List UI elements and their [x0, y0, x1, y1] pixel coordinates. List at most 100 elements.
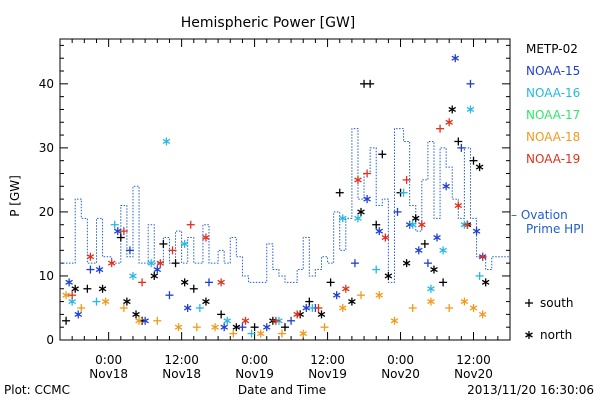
marker-stroke	[338, 215, 347, 221]
marker-stroke	[183, 305, 192, 311]
footer-timestamp: 2013/11/20 16:30:06	[467, 383, 594, 397]
marker-stroke	[433, 234, 441, 241]
data-point-noaa-15-north	[113, 227, 122, 236]
x-tick-time-label: 12:00	[456, 353, 491, 367]
data-point-noaa-15-north	[302, 303, 311, 312]
marker-stroke	[481, 279, 490, 285]
data-point-noaa-18-south	[153, 316, 162, 325]
marker-stroke	[418, 222, 426, 228]
data-point-noaa-18-south	[277, 329, 286, 338]
marker-stroke	[466, 106, 475, 113]
data-point-noaa-16-north	[223, 316, 232, 325]
legend-item-noaa-17: NOAA-17	[526, 108, 580, 122]
data-point-noaa-16-north	[162, 137, 171, 146]
data-point-noaa-19-south	[119, 227, 128, 236]
data-point-noaa-18-south	[229, 329, 238, 338]
data-point-noaa-16-north	[354, 214, 362, 223]
marker-stroke	[174, 324, 183, 330]
data-point-noaa-18-north	[390, 316, 399, 325]
marker-stroke	[256, 331, 265, 337]
marker-stroke	[262, 324, 271, 330]
data-point-noaa-19-south	[168, 246, 177, 255]
data-point-noaa-18-south	[192, 323, 201, 332]
data-point-noaa-15-north	[405, 220, 414, 229]
marker-stroke	[62, 292, 70, 298]
data-point-metp-02-south	[281, 323, 289, 332]
data-point-metp-02-north	[411, 214, 420, 223]
marker-stroke	[180, 279, 189, 285]
data-point-metp-02-south	[335, 188, 344, 197]
marker-stroke	[439, 247, 447, 253]
footer-credit: Plot: CCMC	[4, 383, 70, 397]
y-tick-label: 10	[39, 269, 54, 283]
data-point-noaa-15-south	[457, 143, 466, 152]
marker-stroke	[381, 234, 390, 241]
marker-stroke	[469, 305, 478, 311]
y-tick-label: 20	[39, 205, 54, 219]
marker-stroke	[405, 222, 414, 228]
data-point-noaa-15-north	[95, 265, 104, 274]
data-point-metp-02-north	[132, 310, 140, 319]
data-point-noaa-15-north	[363, 195, 371, 204]
y-axis-label: P [GW]	[8, 175, 22, 217]
marker-stroke	[354, 177, 362, 183]
data-point-noaa-18-north	[375, 291, 384, 300]
marker-stroke	[68, 299, 76, 305]
data-point-metp-02-south	[189, 284, 198, 293]
data-point-metp-02-north	[98, 284, 107, 293]
data-point-noaa-15-south	[393, 207, 402, 216]
data-point-metp-02-south	[171, 259, 180, 268]
data-point-metp-02-south	[454, 137, 463, 146]
data-point-noaa-15-north	[414, 246, 423, 255]
x-tick-date-label: Nov18	[89, 367, 128, 381]
data-point-metp-02-north	[348, 297, 356, 306]
data-point-noaa-16-north	[338, 214, 347, 223]
data-point-noaa-15-south	[86, 265, 95, 274]
data-point-noaa-16-north	[180, 239, 189, 248]
x-tick-date-label: Nov20	[454, 367, 493, 381]
data-point-noaa-18-north	[135, 316, 143, 325]
marker-stroke	[86, 254, 95, 260]
marker-stroke	[113, 228, 122, 234]
marker-stroke	[101, 299, 110, 305]
data-point-noaa-19-south	[271, 316, 280, 325]
data-point-noaa-18-south	[320, 323, 329, 332]
data-point-metp-02-north	[202, 297, 210, 306]
data-point-metp-02-north	[430, 265, 438, 274]
data-point-metp-02-south	[378, 150, 387, 159]
marker-stroke	[390, 318, 399, 324]
data-point-noaa-19-south	[186, 220, 195, 229]
marker-stroke	[296, 311, 304, 317]
data-point-noaa-19-north	[381, 233, 390, 242]
marker-stroke	[338, 305, 347, 311]
data-point-noaa-19-north	[293, 310, 301, 319]
data-point-noaa-19-north	[354, 175, 362, 184]
marker-stroke	[445, 119, 453, 125]
data-point-metp-02-north	[475, 163, 484, 172]
marker-stroke	[375, 292, 384, 298]
legend-item-metp-02: METP-02	[526, 42, 578, 56]
marker-stroke	[525, 332, 533, 338]
x-tick-date-label: Nov19	[308, 367, 347, 381]
data-point-noaa-16-north	[466, 105, 475, 114]
data-point-noaa-18-north	[460, 297, 469, 306]
data-point-metp-02-north	[357, 207, 365, 216]
data-point-noaa-16-north	[439, 246, 447, 255]
data-point-noaa-18-south	[357, 291, 366, 300]
data-point-metp-02-south	[305, 297, 314, 306]
data-point-noaa-18-north	[62, 291, 70, 300]
legend: METP-02 NOAA-15 NOAA-16 NOAA-17 NOAA-18 NOAA-…	[526, 42, 580, 166]
marker-stroke	[454, 202, 463, 209]
y-tick-label: 30	[39, 141, 54, 155]
marker-stroke	[241, 318, 250, 324]
data-point-noaa-19-north	[454, 201, 463, 210]
marker-key-label-south: south	[540, 296, 574, 310]
data-point-noaa-16-south	[92, 297, 101, 306]
data-point-noaa-19-south	[463, 220, 472, 229]
legend-item-noaa-19: NOAA-19	[526, 152, 580, 166]
data-point-metp-02-south	[62, 316, 71, 325]
data-point-noaa-18-north	[469, 303, 478, 312]
marker-stroke	[342, 286, 350, 292]
data-point-noaa-19-south	[402, 175, 411, 184]
marker-stroke	[357, 209, 365, 215]
